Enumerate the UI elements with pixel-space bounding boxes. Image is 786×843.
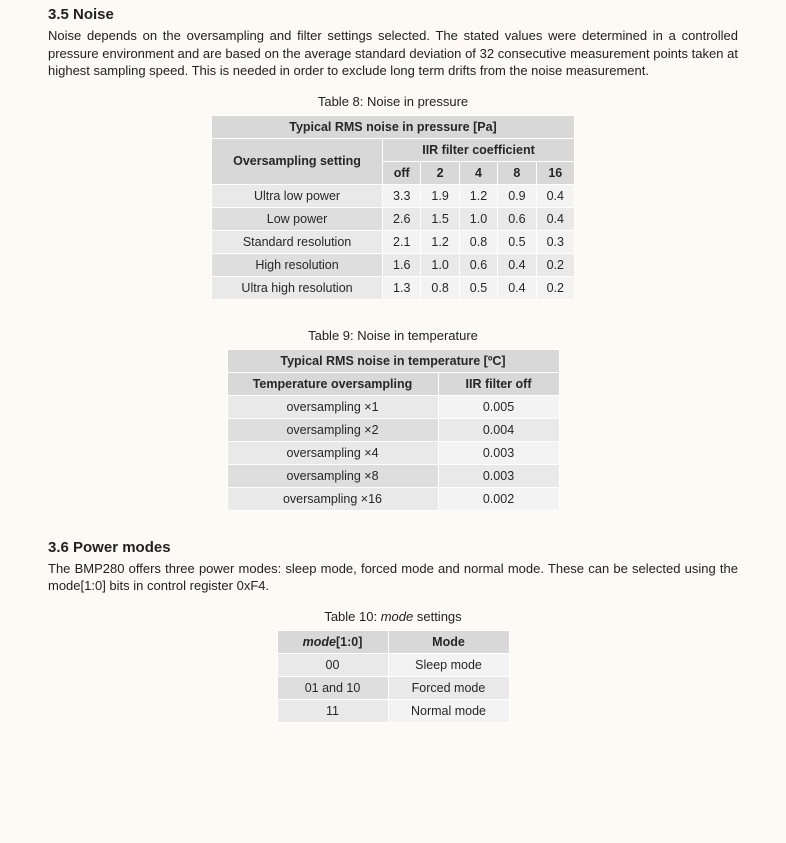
table8-cell: 1.3 bbox=[383, 276, 421, 299]
table8-cell: 0.4 bbox=[498, 276, 536, 299]
table8-cell: 0.2 bbox=[536, 253, 574, 276]
table8-rowlabel: Ultra high resolution bbox=[212, 276, 383, 299]
table9-rowlabel: oversampling ×1 bbox=[227, 395, 438, 418]
table8-cell: 0.4 bbox=[536, 207, 574, 230]
table8-colgroup: IIR filter coefficient bbox=[383, 138, 575, 161]
table8-cell: 0.6 bbox=[459, 253, 497, 276]
table9-cell: 0.004 bbox=[438, 418, 559, 441]
table10-col1: mode[1:0] bbox=[277, 630, 388, 653]
table9-rowlabel: oversampling ×2 bbox=[227, 418, 438, 441]
table9-title: Typical RMS noise in temperature [ºC] bbox=[227, 349, 559, 372]
table10-label: Sleep mode bbox=[388, 653, 509, 676]
heading-power: 3.6 Power modes bbox=[48, 539, 738, 556]
table8-cell: 0.4 bbox=[498, 253, 536, 276]
table8: Typical RMS noise in pressure [Pa] Overs… bbox=[211, 115, 575, 300]
table8-cell: 0.5 bbox=[459, 276, 497, 299]
table8-rowlabel: Ultra low power bbox=[212, 184, 383, 207]
table10-col2: Mode bbox=[388, 630, 509, 653]
table10-caption-italic: mode bbox=[381, 609, 414, 624]
table8-cell: 1.2 bbox=[459, 184, 497, 207]
table8-cell: 1.5 bbox=[421, 207, 459, 230]
table10-caption-prefix: Table 10: bbox=[324, 609, 380, 624]
table8-cell: 2.6 bbox=[383, 207, 421, 230]
table9-caption: Table 9: Noise in temperature bbox=[48, 328, 738, 343]
table10-code: 00 bbox=[277, 653, 388, 676]
table8-cell: 0.9 bbox=[498, 184, 536, 207]
table8-col: 2 bbox=[421, 161, 459, 184]
table9-cell: 0.005 bbox=[438, 395, 559, 418]
paragraph-noise: Noise depends on the oversampling and fi… bbox=[48, 27, 738, 80]
page: 3.5 Noise Noise depends on the oversampl… bbox=[0, 0, 786, 843]
table9-rowlabel: oversampling ×16 bbox=[227, 487, 438, 510]
table10-code: 11 bbox=[277, 699, 388, 722]
table8-cell: 1.2 bbox=[421, 230, 459, 253]
table8-cell: 1.0 bbox=[421, 253, 459, 276]
table8-rowlabel: Low power bbox=[212, 207, 383, 230]
table8-cell: 1.0 bbox=[459, 207, 497, 230]
table8-cell: 1.9 bbox=[421, 184, 459, 207]
table10-col1-italic: mode bbox=[303, 635, 336, 649]
table8-title: Typical RMS noise in pressure [Pa] bbox=[212, 115, 575, 138]
table9-rowlabel: oversampling ×8 bbox=[227, 464, 438, 487]
table9-cell: 0.003 bbox=[438, 441, 559, 464]
table8-cell: 0.8 bbox=[459, 230, 497, 253]
table10-code: 01 and 10 bbox=[277, 676, 388, 699]
table10-caption-suffix: settings bbox=[413, 609, 461, 624]
table9-col1: Temperature oversampling bbox=[227, 372, 438, 395]
table9-cell: 0.002 bbox=[438, 487, 559, 510]
table8-rowlabel: Standard resolution bbox=[212, 230, 383, 253]
table8-rowlabel: High resolution bbox=[212, 253, 383, 276]
table8-col: 4 bbox=[459, 161, 497, 184]
table9-rowlabel: oversampling ×4 bbox=[227, 441, 438, 464]
table8-cell: 0.5 bbox=[498, 230, 536, 253]
table8-cell: 0.4 bbox=[536, 184, 574, 207]
table9-col2: IIR filter off bbox=[438, 372, 559, 395]
table8-cell: 3.3 bbox=[383, 184, 421, 207]
table9: Typical RMS noise in temperature [ºC] Te… bbox=[227, 349, 560, 511]
table8-cell: 0.6 bbox=[498, 207, 536, 230]
table8-rowheader: Oversampling setting bbox=[212, 138, 383, 184]
table9-cell: 0.003 bbox=[438, 464, 559, 487]
paragraph-power: The BMP280 offers three power modes: sle… bbox=[48, 560, 738, 595]
table10-label: Normal mode bbox=[388, 699, 509, 722]
table8-col: 8 bbox=[498, 161, 536, 184]
table8-col: 16 bbox=[536, 161, 574, 184]
table8-caption: Table 8: Noise in pressure bbox=[48, 94, 738, 109]
table10-col1-suffix: [1:0] bbox=[336, 635, 362, 649]
table10-caption: Table 10: mode settings bbox=[48, 609, 738, 624]
table8-col: off bbox=[383, 161, 421, 184]
table8-cell: 0.8 bbox=[421, 276, 459, 299]
table8-cell: 1.6 bbox=[383, 253, 421, 276]
table10: mode[1:0] Mode 00 Sleep mode 01 and 10 F… bbox=[277, 630, 510, 723]
heading-noise: 3.5 Noise bbox=[48, 6, 738, 23]
table10-label: Forced mode bbox=[388, 676, 509, 699]
table8-cell: 0.3 bbox=[536, 230, 574, 253]
table8-cell: 2.1 bbox=[383, 230, 421, 253]
table8-cell: 0.2 bbox=[536, 276, 574, 299]
